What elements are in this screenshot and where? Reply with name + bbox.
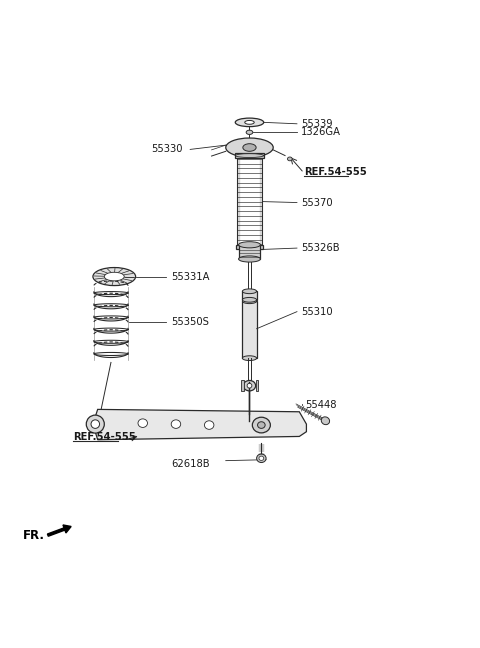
FancyArrow shape — [48, 525, 71, 537]
Text: 1326GA: 1326GA — [301, 127, 341, 137]
Ellipse shape — [243, 380, 256, 391]
Text: 62618B: 62618B — [171, 459, 209, 469]
Bar — [242, 291, 257, 300]
Bar — [235, 153, 264, 158]
Text: REF.54-555: REF.54-555 — [304, 167, 367, 177]
Text: 55310: 55310 — [301, 307, 332, 317]
Ellipse shape — [246, 130, 253, 134]
Ellipse shape — [91, 420, 99, 428]
Text: REF.54-555: REF.54-555 — [73, 432, 136, 442]
Ellipse shape — [247, 384, 252, 388]
Text: 55370: 55370 — [301, 198, 332, 207]
Ellipse shape — [258, 422, 265, 428]
Text: 55331A: 55331A — [171, 272, 210, 281]
Ellipse shape — [242, 289, 257, 294]
Text: 55330: 55330 — [152, 145, 183, 154]
Bar — [242, 301, 257, 358]
Text: 55350S: 55350S — [171, 317, 209, 327]
Ellipse shape — [171, 420, 180, 428]
Bar — [256, 380, 258, 391]
Ellipse shape — [242, 297, 257, 302]
Text: 55448: 55448 — [305, 400, 337, 410]
Ellipse shape — [242, 299, 257, 304]
Polygon shape — [93, 410, 306, 440]
Ellipse shape — [259, 456, 264, 460]
Ellipse shape — [226, 138, 273, 157]
Ellipse shape — [243, 144, 256, 151]
Bar — [241, 380, 244, 391]
Ellipse shape — [288, 157, 292, 161]
Ellipse shape — [235, 154, 264, 157]
Ellipse shape — [321, 417, 330, 424]
Ellipse shape — [245, 121, 254, 124]
Ellipse shape — [239, 242, 261, 248]
Ellipse shape — [257, 454, 266, 463]
Ellipse shape — [104, 272, 124, 281]
Ellipse shape — [242, 356, 257, 360]
Ellipse shape — [239, 256, 261, 262]
Ellipse shape — [86, 415, 104, 433]
Ellipse shape — [252, 417, 270, 433]
Text: 55326B: 55326B — [301, 243, 339, 253]
Ellipse shape — [204, 421, 214, 430]
Text: FR.: FR. — [23, 529, 45, 542]
Text: 55339: 55339 — [301, 119, 332, 129]
Ellipse shape — [138, 419, 147, 428]
Ellipse shape — [235, 118, 264, 126]
Bar — [239, 245, 261, 259]
Bar — [236, 245, 263, 249]
Ellipse shape — [93, 268, 136, 286]
